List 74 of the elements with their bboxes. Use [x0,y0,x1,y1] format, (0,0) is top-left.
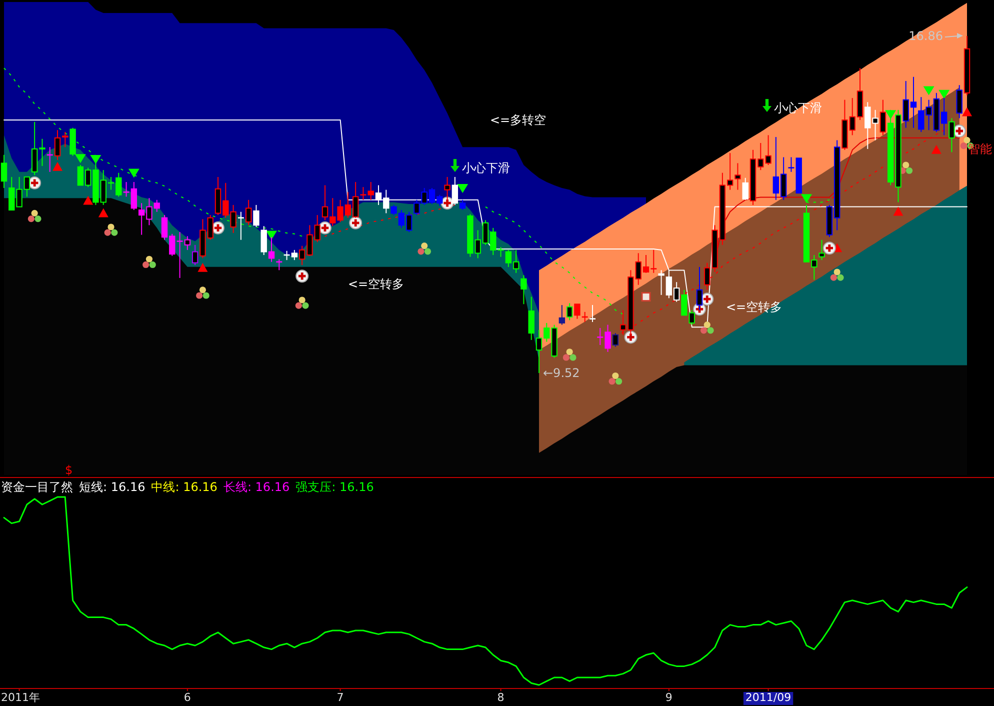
point [964,136,970,144]
x-tick-label: 9 [665,691,672,704]
candlestick [788,156,795,172]
annotation: 小心下滑 [462,161,510,175]
point [902,162,910,168]
annotation: <=空转多 [726,300,782,314]
point [199,286,206,294]
point [801,194,812,204]
point [421,242,428,250]
annotation: 小心下滑 [774,101,822,115]
text: 长线: 16.16 [223,480,290,494]
point [893,206,904,216]
point [938,90,950,99]
point [128,168,140,178]
text: 中线: 16.16 [151,480,218,494]
candlestick [245,199,252,226]
annotation: <=多转空 [490,113,546,127]
point [612,372,619,380]
candlestick [658,270,664,296]
text: $ [65,463,73,477]
point [566,348,573,356]
candlestick [734,162,741,190]
point [298,296,306,304]
annotation: ←9.52 [543,366,580,380]
point [962,107,972,116]
candlestick [0,154,8,188]
point [834,268,840,276]
annotation: 16.86 [908,29,943,43]
text: 短线: 16.16 [79,480,146,494]
candlestick [452,176,458,206]
point [90,155,102,164]
text: 强支压: 16.16 [296,480,374,494]
point [74,154,86,164]
point [98,208,108,218]
x-tick-label: 8 [497,691,504,704]
candlestick [54,130,61,160]
candlestick [459,199,466,211]
candlestick [62,131,68,148]
candlestick [360,186,367,200]
annotation: <=空转多 [348,277,404,291]
candlestick [612,332,619,348]
annotation: 智能 [968,142,992,156]
candlestick [275,258,283,271]
point [31,210,38,217]
point [108,224,114,230]
candlestick [368,182,374,200]
x-tick-label: 2011年 [1,691,40,704]
point [52,162,62,171]
candlestick [948,118,955,153]
x-tick-label: 2011/09 [745,691,792,704]
candlestick [253,204,260,228]
candlestick [444,176,450,200]
x-tick-label: 7 [336,691,344,704]
x-tick-label: 6 [184,691,191,704]
point [146,256,153,262]
candlestick [566,302,573,321]
chart-title: 资金一目了然 [1,480,73,494]
point [457,184,468,193]
point [641,292,651,302]
candlestick [520,274,527,305]
candlestick [268,236,275,262]
candlestick [742,177,748,200]
candlestick [260,226,267,256]
candlestick [574,304,580,320]
candlestick [588,304,596,323]
point [83,196,94,205]
candlestick [528,296,534,340]
candlestick [237,211,245,240]
point [704,321,710,328]
point [198,262,208,272]
point [931,144,942,154]
point [923,86,934,96]
candlestick [558,304,566,326]
candlestick [818,239,825,261]
